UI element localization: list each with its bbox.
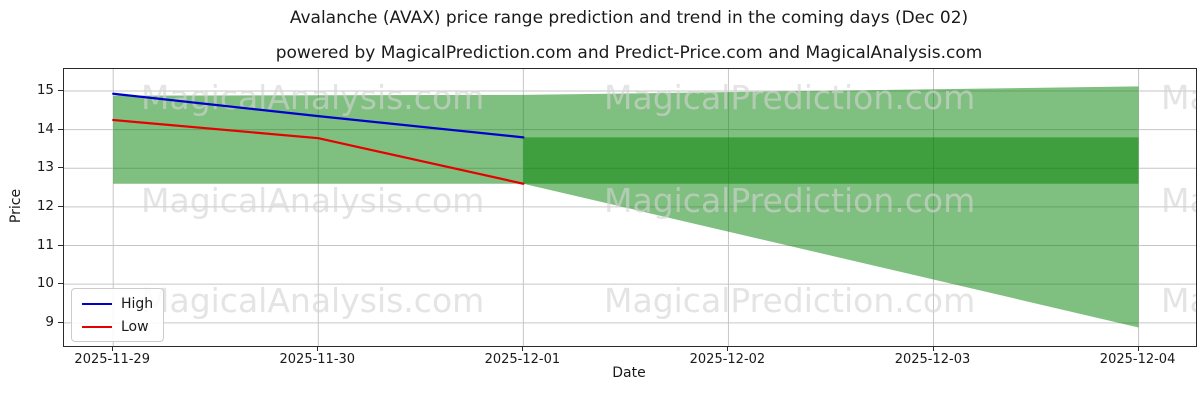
legend-entry-high: High	[82, 296, 153, 312]
y-axis-label: Price	[8, 188, 24, 224]
watermark-text: MagicalPrediction.com	[604, 181, 975, 220]
x-tick-mark	[727, 346, 729, 351]
chart-title: Avalanche (AVAX) price range prediction …	[289, 8, 969, 28]
y-tick-label-9: 9	[45, 313, 54, 330]
y-tick-label-10: 10	[36, 275, 54, 292]
y-tick-label-14: 14	[36, 120, 54, 137]
plot-canvas: MagicalAnalysis.com MagicalPrediction.com…	[64, 69, 1196, 346]
x-tick-label-2025-12-01: 2025-12-01	[484, 352, 561, 367]
y-tick-label-11: 11	[36, 236, 54, 253]
watermark-text: MagicalPrediction.com	[604, 78, 975, 117]
plot-area: MagicalAnalysis.com MagicalPrediction.com…	[63, 68, 1197, 347]
y-tick-label-12: 12	[36, 197, 54, 214]
series-line-low	[112, 118, 525, 185]
x-tick-mark	[522, 346, 524, 351]
x-tick-mark	[932, 346, 934, 351]
legend-label: High	[121, 296, 154, 312]
watermark-text: MagicalAnalysis.com	[1161, 281, 1196, 320]
watermark-text: MagicalAnalysis.com	[1161, 78, 1196, 117]
watermark-text: MagicalAnalysis.com	[1161, 181, 1196, 220]
watermark-text: MagicalPrediction.com	[604, 281, 975, 320]
x-tick-label-2025-11-30: 2025-11-30	[279, 352, 356, 367]
series-line-high	[112, 92, 525, 139]
legend-label: Low	[121, 319, 149, 335]
x-axis-label: Date	[612, 365, 646, 381]
watermark-text: MagicalAnalysis.com	[141, 281, 484, 320]
y-tick-label-13: 13	[36, 159, 54, 176]
y-tick-mark	[58, 128, 63, 130]
x-tick-mark	[112, 346, 114, 351]
x-tick-mark	[317, 346, 319, 351]
y-tick-mark	[58, 167, 63, 169]
x-tick-label-2025-12-03: 2025-12-03	[894, 352, 971, 367]
predicted-core-band	[523, 137, 1139, 184]
y-tick-mark	[58, 283, 63, 285]
chart-subtitle: powered by MagicalPrediction.com and Pre…	[275, 43, 983, 63]
y-tick-mark	[58, 90, 63, 92]
y-tick-label-15: 15	[36, 82, 54, 99]
x-tick-label-2025-11-29: 2025-11-29	[74, 352, 150, 367]
legend-line-sample-low	[82, 325, 112, 329]
watermark-text: MagicalAnalysis.com	[141, 181, 484, 220]
legend-entry-low: Low	[82, 319, 153, 335]
x-tick-mark	[1137, 346, 1139, 351]
watermark-text: MagicalAnalysis.com	[141, 78, 484, 117]
x-tick-label-2025-12-04: 2025-12-04	[1099, 352, 1176, 367]
legend-line-sample-high	[82, 302, 112, 306]
y-tick-mark	[58, 321, 63, 323]
y-tick-mark	[58, 205, 63, 207]
legend: High Low	[71, 288, 165, 342]
x-tick-label-2025-12-02: 2025-12-02	[689, 352, 766, 367]
y-tick-mark	[58, 244, 63, 246]
